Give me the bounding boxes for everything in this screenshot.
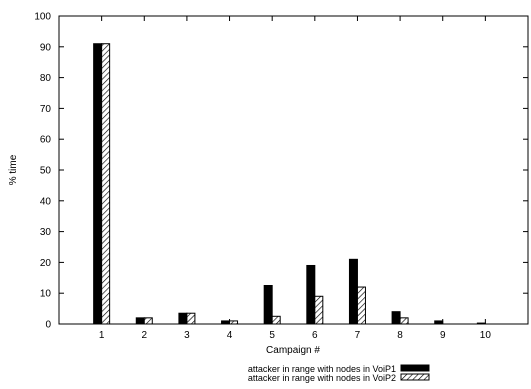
bar-series-1-cat-9 [434,320,444,325]
y-axis: 0 10 20 30 40 50 60 70 80 90 100 [34,12,528,331]
y-tick-label: 40 [40,196,52,207]
y-tick-label: 0 [45,320,51,331]
x-tick-label: 9 [440,330,446,341]
x-tick-label: 6 [312,330,318,341]
plot-frame [58,15,529,325]
bar-series-1-cat-7 [348,258,358,325]
legend-label: attacker in range with nodes in VoiP1 [248,364,396,374]
bar-series-2-cat-4 [229,320,239,325]
y-tick-label: 70 [40,104,52,115]
bar-series-1-cat-3 [178,312,188,325]
y-tick-label: 30 [40,227,52,238]
y-tick-label: 60 [40,135,52,146]
bar-series-2-cat-2 [143,317,153,325]
bar-series-1-cat-8 [391,311,401,325]
bar-series-1-cat-6 [306,264,316,325]
bar-series-2-cat-1 [101,43,111,325]
bar-series-1-cat-5 [263,285,273,325]
bar-series-1-cat-4 [221,320,231,325]
y-tick-label: 10 [40,289,52,300]
x-tick-label: 7 [355,330,361,341]
bar-series-1-cat-2 [135,317,145,325]
bar-series-2-cat-7 [356,286,366,325]
x-tick-label: 3 [184,330,190,341]
legend: attacker in range with nodes in VoiP1att… [248,364,430,383]
bar-series-1-cat-10 [476,322,486,325]
bar-series-2-cat-8 [399,317,409,325]
x-tick-label: 8 [397,330,403,341]
x-axis: 1 2 3 4 5 6 7 8 9 10 [99,16,492,341]
legend-label: attacker in range with nodes in VoiP2 [248,373,396,383]
x-tick-label: 2 [141,330,147,341]
y-tick-label: 100 [34,12,51,23]
y-tick-label: 80 [40,73,52,84]
y-tick-label: 90 [40,42,52,53]
x-tick-label: 4 [227,330,233,341]
legend-swatch [400,364,430,372]
x-tick-label: 1 [99,330,105,341]
bar-series-2-cat-5 [271,315,281,325]
x-tick-label: 5 [269,330,275,341]
x-tick-label: 10 [480,330,492,341]
y-tick-label: 50 [40,166,52,177]
y-tick-label: 20 [40,258,52,269]
bars [93,43,486,325]
legend-swatch [400,373,430,381]
x-axis-title: Campaign # [266,345,320,356]
y-axis-title: % time [8,154,19,185]
bar-series-2-cat-3 [186,312,196,325]
bar-series-2-cat-6 [314,295,324,325]
bar-series-1-cat-1 [93,43,103,325]
